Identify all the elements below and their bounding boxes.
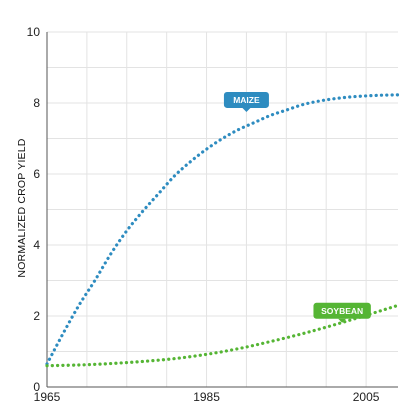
x-tick-label: 1985 [193, 390, 220, 404]
callout-layer: MAIZE SOYBEAN [223, 91, 371, 323]
callout-soybean: SOYBEAN [313, 302, 371, 323]
y-tick-label: 6 [33, 167, 40, 181]
y-tick-label: 2 [33, 309, 40, 323]
y-tick-label: 0 [33, 380, 40, 394]
y-tick-label: 4 [33, 238, 40, 252]
axes [46, 32, 398, 388]
callout-box [313, 302, 371, 319]
x-tick-labels: 1965 1985 2005 [34, 390, 380, 404]
callout-pointer [338, 318, 347, 323]
x-tick-label: 1965 [34, 390, 61, 404]
callout-pointer [242, 107, 251, 112]
callout-label: MAIZE [233, 95, 260, 105]
grid-lines [46, 31, 398, 388]
series-line-soybean [45, 303, 400, 368]
x-tick-label: 2005 [353, 390, 380, 404]
callout-maize: MAIZE [223, 91, 269, 112]
y-tick-label: 8 [33, 96, 40, 110]
y-tick-label: 10 [27, 25, 41, 39]
series-layer [45, 93, 400, 368]
callout-label: SOYBEAN [321, 306, 363, 316]
callout-box [223, 91, 269, 108]
series-line-maize [45, 93, 400, 366]
y-axis-label: NORMALIZED CROP YIELD [16, 138, 28, 277]
y-tick-labels: 0 2 4 6 8 10 [27, 25, 41, 394]
